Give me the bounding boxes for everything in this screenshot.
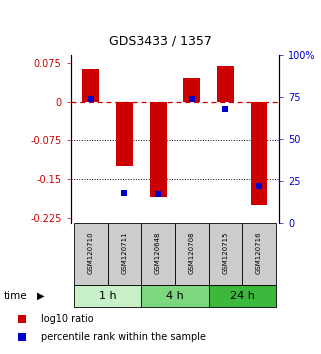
Text: 1 h: 1 h — [99, 291, 117, 301]
Text: ▶: ▶ — [37, 291, 44, 301]
Bar — [150, 102, 167, 197]
Text: 24 h: 24 h — [230, 291, 255, 301]
Text: percentile rank within the sample: percentile rank within the sample — [41, 332, 206, 342]
Text: GSM120715: GSM120715 — [222, 232, 229, 274]
Bar — [183, 78, 200, 102]
Text: log10 ratio: log10 ratio — [41, 314, 94, 324]
Text: GSM120711: GSM120711 — [121, 232, 127, 274]
Bar — [141, 223, 175, 285]
Text: 4 h: 4 h — [166, 291, 184, 301]
Bar — [74, 223, 108, 285]
Bar — [74, 285, 141, 307]
Bar — [251, 102, 267, 205]
Text: GSM120708: GSM120708 — [189, 232, 195, 274]
Bar — [175, 223, 209, 285]
Text: GSM120716: GSM120716 — [256, 232, 262, 274]
Bar — [116, 102, 133, 166]
Text: GSM120710: GSM120710 — [88, 232, 94, 274]
Bar — [108, 223, 141, 285]
Bar — [209, 223, 242, 285]
Bar — [217, 66, 234, 102]
Bar — [209, 285, 276, 307]
Bar — [82, 69, 99, 102]
Text: GDS3433 / 1357: GDS3433 / 1357 — [109, 35, 212, 48]
Bar — [242, 223, 276, 285]
Bar — [141, 285, 209, 307]
Text: time: time — [3, 291, 27, 301]
Text: GSM120648: GSM120648 — [155, 232, 161, 274]
